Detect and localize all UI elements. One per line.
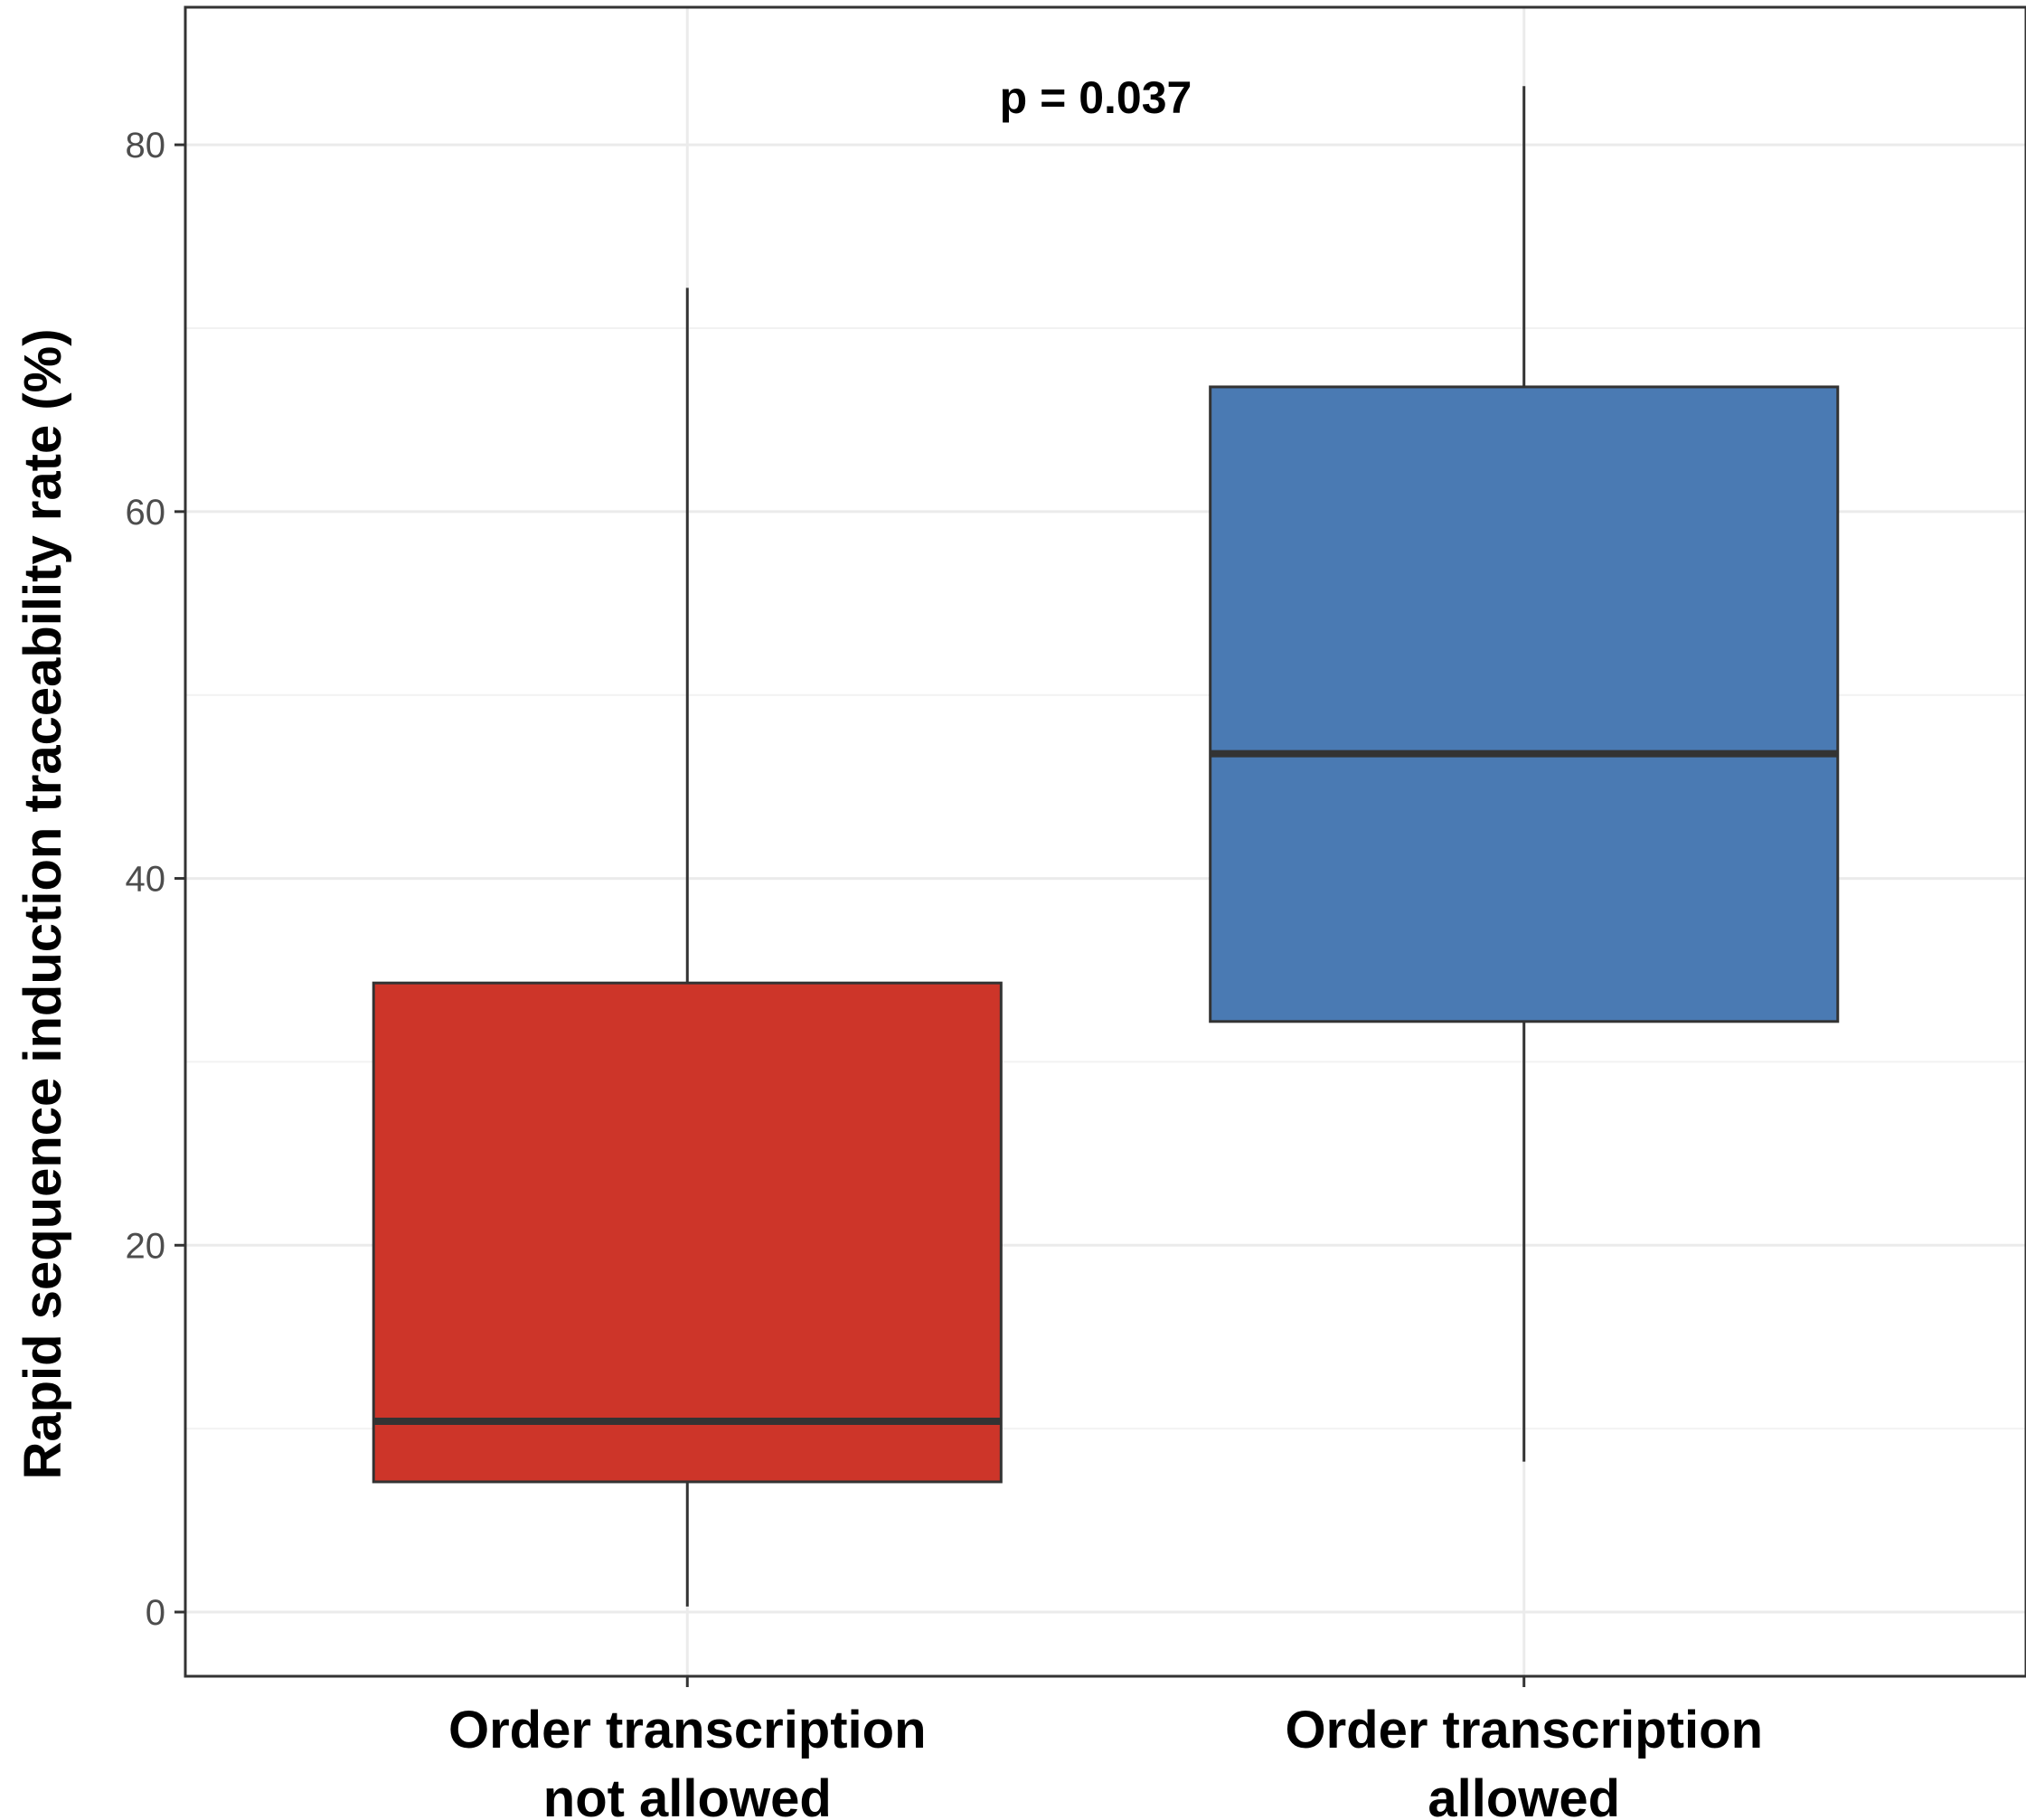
box-iqr (1209, 385, 1840, 1023)
x-category-label-line: allowed (1428, 1769, 1620, 1820)
x-category-label-line: not allowed (543, 1769, 832, 1820)
y-tick-label: 60 (126, 493, 166, 533)
x-category-label-line: Order transcription (448, 1701, 927, 1759)
box-layer (372, 86, 1840, 1607)
x-category-label-line: Order transcription (1285, 1701, 1763, 1759)
p-value-annotation: p = 0.037 (1000, 72, 1192, 123)
x-category-label: Order transcription allowed (1285, 1701, 1763, 1820)
y-tick-label: 20 (126, 1226, 166, 1266)
box-iqr (372, 981, 1003, 1484)
x-category-label: Order transcription not allowed (448, 1701, 927, 1820)
y-tick-label: 0 (146, 1593, 165, 1633)
y-tick-label: 80 (126, 126, 166, 165)
y-axis-title: Rapid sequence induction traceability ra… (14, 328, 72, 1479)
y-tick-label: 40 (126, 860, 166, 900)
panel-border (184, 5, 2026, 1678)
